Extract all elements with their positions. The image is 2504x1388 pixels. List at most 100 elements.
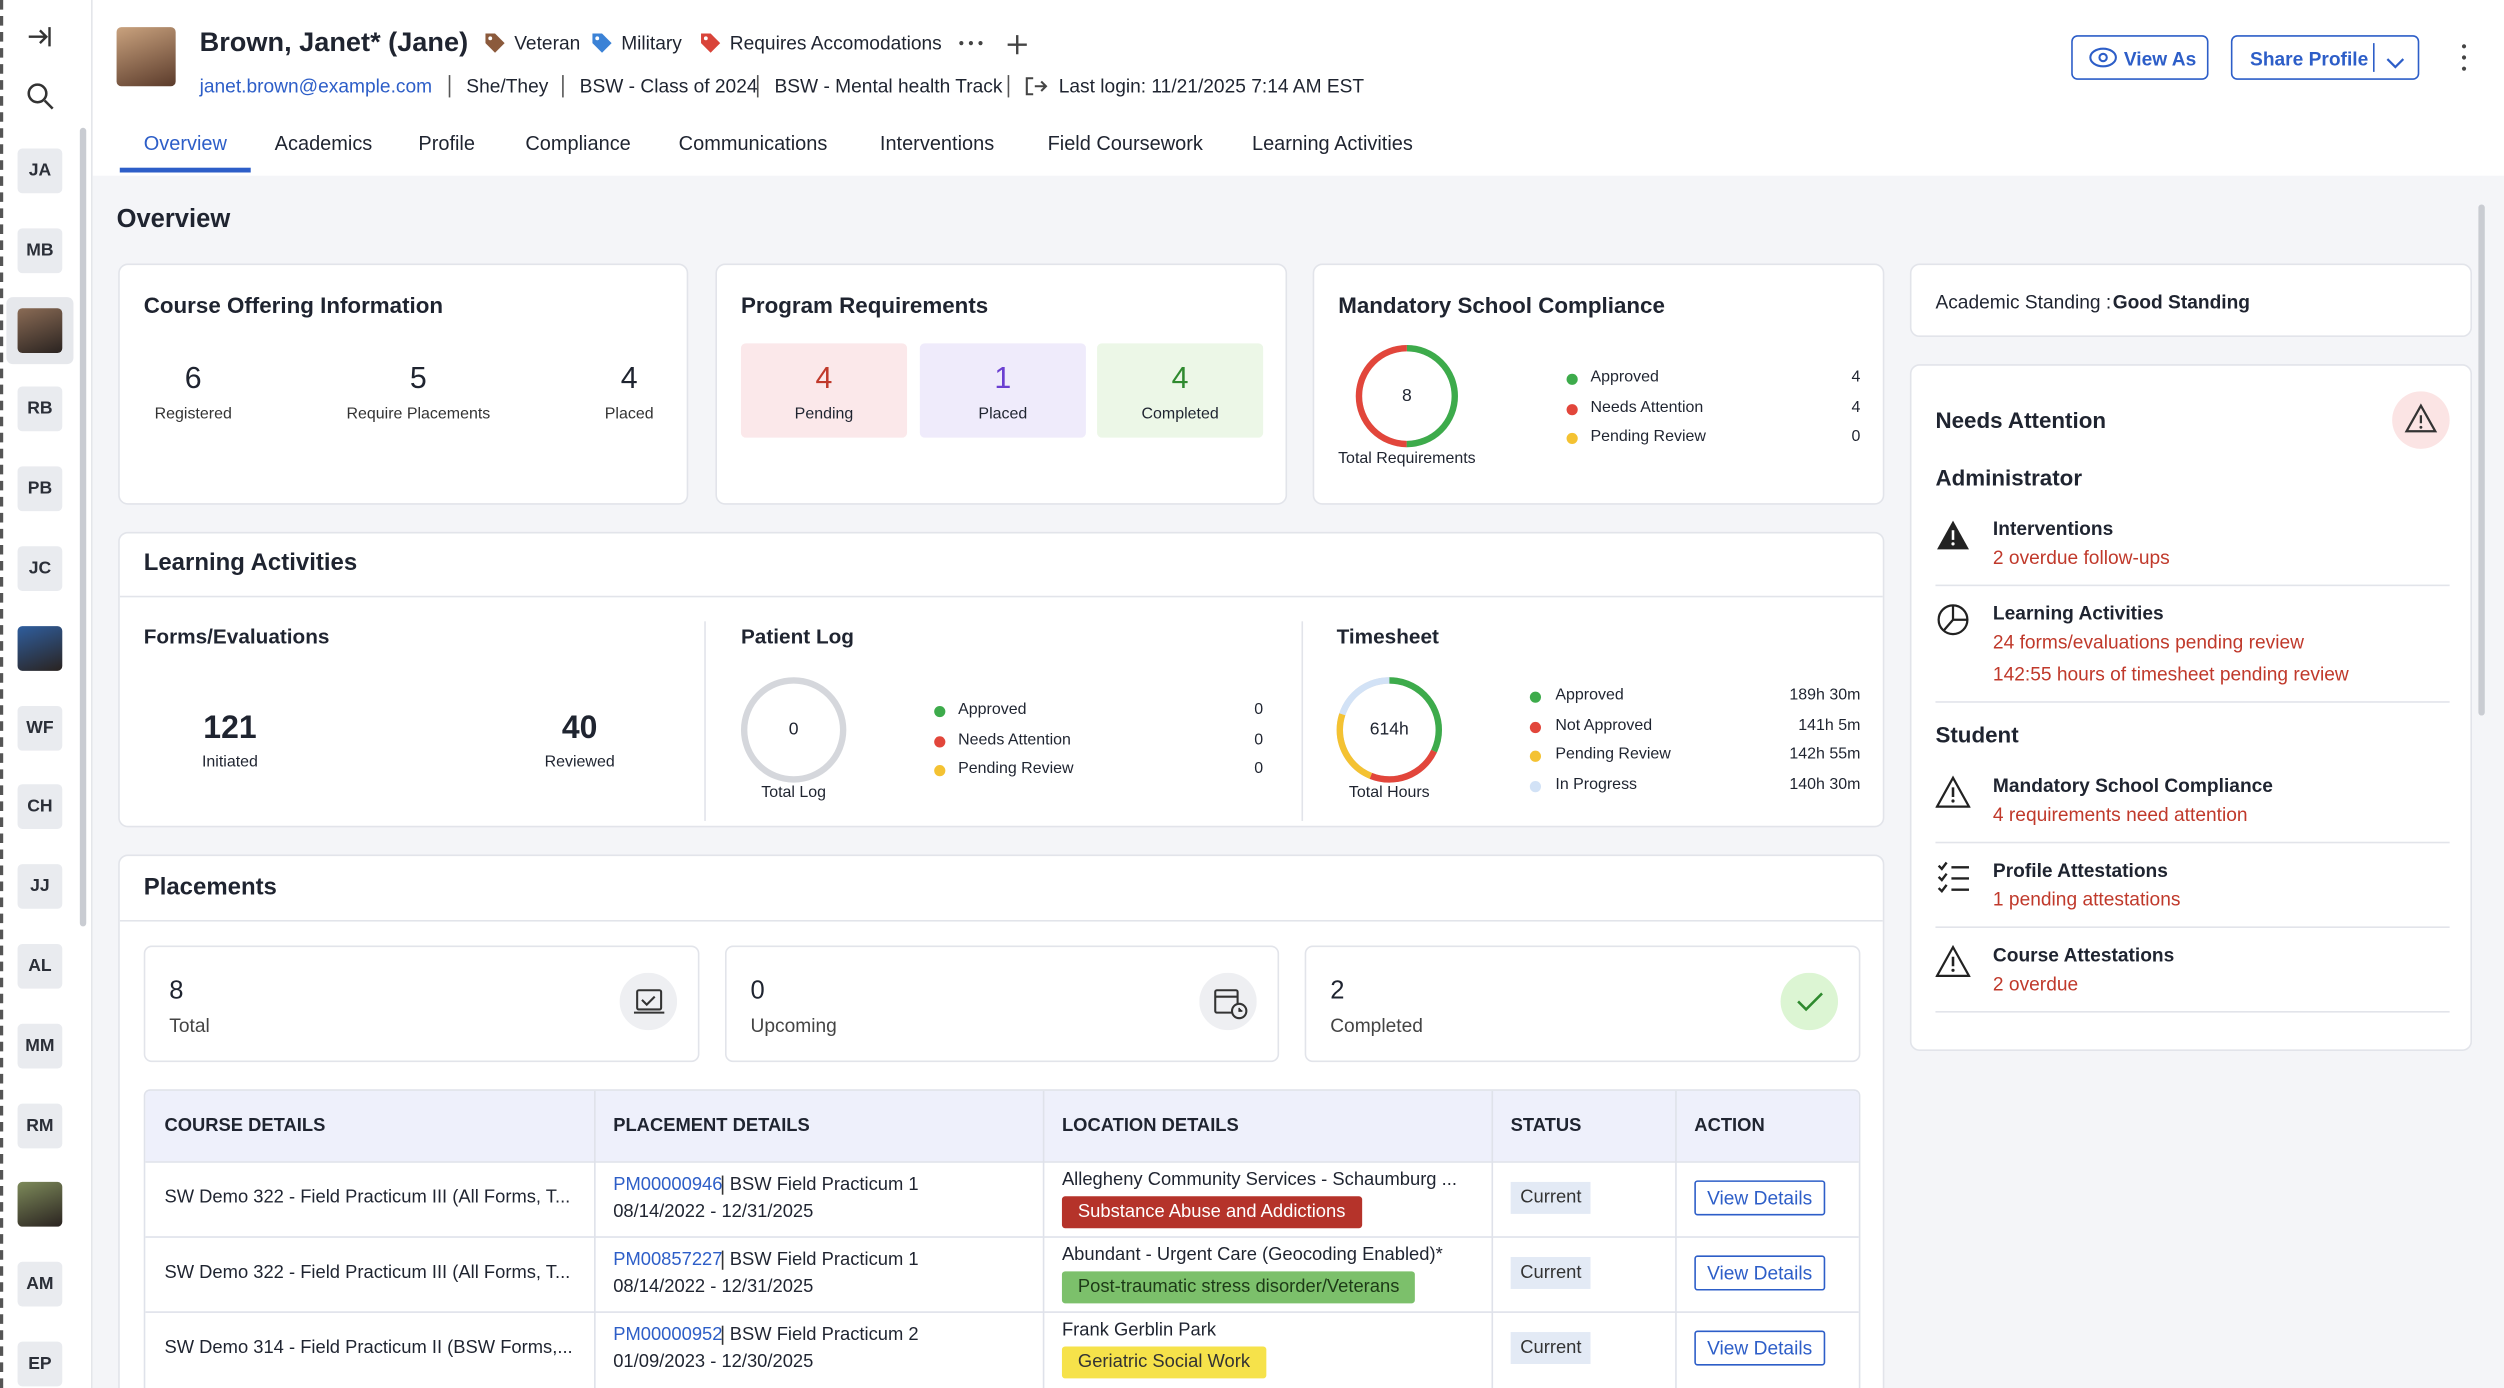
avatar-initials[interactable]: WF [17,705,63,751]
stat-value: 8 [169,977,184,1005]
course-details: SW Demo 314 - Field Practicum II (BSW Fo… [164,1338,573,1358]
avatar-initials[interactable]: MB [17,228,63,273]
placement-name: BSW Field Practicum 1 [721,1175,919,1195]
view-as-button[interactable]: View As [2071,35,2209,80]
row-divider [145,1161,1859,1163]
legend-value: 0 [1851,428,1861,446]
more-icon[interactable] [955,32,987,54]
avatar-photo[interactable] [17,307,63,353]
view-details-button[interactable]: View Details [1694,1180,1825,1216]
column-divider [1675,1090,1677,1388]
legend-value: 142h 55m [1789,745,1861,764]
profile-photo [116,27,176,87]
share-profile-button[interactable]: Share Profile [2230,35,2420,80]
avatar-initials[interactable]: JC [17,546,63,591]
stat-label: Completed [1330,1014,1423,1037]
stat-label: Pending [794,405,854,424]
card-title: Learning Activities [143,549,358,577]
column-header: STATUS [1510,1116,1582,1136]
avatar-initials[interactable]: AM [17,1262,63,1307]
sidebar-scrollbar [79,127,87,927]
avatar-photo[interactable] [17,625,63,671]
tag-icon [592,33,612,53]
legend-label: Not Approved [1555,717,1653,735]
warning-badge [2391,390,2452,451]
stat-label: Total [169,1014,210,1037]
avatar-initials[interactable]: JJ [17,864,63,910]
legend-dot [1566,432,1578,444]
tab[interactable]: Field Coursework [1047,132,1203,155]
tab[interactable]: Compliance [525,132,631,155]
item-icon [1935,944,1971,977]
separator [1007,75,1010,98]
avatar-initials[interactable]: PB [17,466,63,512]
add-icon[interactable] [1004,32,1030,58]
item-note: 2 overdue follow-ups [1992,546,2170,569]
tab[interactable]: Overview [143,132,227,155]
placement-link[interactable]: PM00000946 [613,1175,723,1195]
avatar-initials[interactable]: AL [17,943,63,989]
tab[interactable]: Learning Activities [1251,132,1413,155]
avatar-initials[interactable]: RM [17,1103,63,1148]
legend-label: Approved [1555,686,1624,705]
course-details: SW Demo 322 - Field Practicum III (All F… [164,1188,571,1208]
separator [2372,43,2375,72]
table-header [145,1090,1859,1162]
avatar-initials[interactable]: RB [17,387,63,432]
legend-value: 4 [1851,399,1861,417]
card-title: Mandatory School Compliance [1338,292,1665,318]
divider [119,595,1883,598]
item-icon [1935,943,1971,978]
avatar-initials[interactable]: MM [17,1023,63,1069]
legend-value: 141h 5m [1798,717,1861,735]
chevron-icon [2386,58,2405,69]
last-login: Last login: 11/21/2025 7:14 AM EST [1058,75,1365,98]
email-link[interactable]: janet.brown@example.com [199,75,433,98]
login-icon [1025,77,1048,96]
avatar-initials[interactable]: CH [17,784,63,830]
collapse-icon [26,22,55,51]
tab[interactable]: Interventions [879,132,995,155]
avatar-photo[interactable] [17,1182,63,1228]
placement-link[interactable]: PM00857227 [613,1250,723,1270]
donut-total: 0 [788,720,799,740]
legend-value: 0 [1254,731,1264,750]
separator [448,75,451,98]
tab[interactable]: Communications [678,132,828,155]
placement-link[interactable]: PM00000952 [613,1325,723,1345]
more-icon [959,41,983,46]
tab[interactable]: Academics [274,132,373,155]
search-icon [27,83,54,110]
group-title: Administrator [1935,464,2083,491]
item-note: 2 overdue [1992,971,2079,995]
tab[interactable]: Profile [418,132,475,155]
kebab-icon[interactable] [2456,42,2472,74]
item-title: Learning Activities [1992,602,2164,625]
stat-icon [619,972,678,1031]
avatar-initials[interactable]: EP [17,1341,63,1387]
stat-value: 2 [1330,977,1345,1005]
legend-dot [934,705,946,717]
tag-label: Veteran [514,31,581,55]
card-title: Program Requirements [740,292,989,318]
active-tab-indicator [119,167,251,173]
column-divider [1491,1090,1494,1388]
item-icon [1937,860,1969,893]
requirement-tile: 4 Completed [1097,343,1264,438]
item-note: 1 pending attestations [1992,887,2181,910]
placement-stat: 0 Upcoming [724,945,1280,1063]
view-details-button[interactable]: View Details [1694,1255,1825,1291]
separator [756,75,759,98]
avatar-initials[interactable]: JA [17,148,63,194]
legend-dot [1529,780,1542,792]
view-details-button[interactable]: View Details [1694,1330,1825,1366]
item-icon [1935,774,1971,809]
item-note: 24 forms/evaluations pending review [1992,630,2304,654]
group-title: Student [1935,721,2019,747]
warning-badge [2392,391,2450,449]
item-icon [1937,520,1969,550]
legend-label: Needs Attention [958,731,1071,750]
legend-dot [1566,403,1578,415]
location-name: Frank Gerblin Park [1061,1320,1217,1341]
legend-dot [1566,372,1578,385]
